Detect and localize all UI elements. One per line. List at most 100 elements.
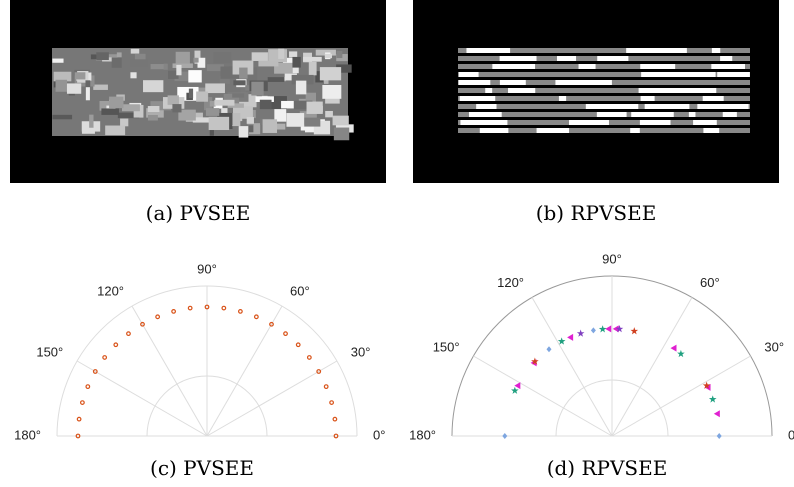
point <box>172 310 176 314</box>
grid-spoke <box>612 356 751 436</box>
image-stripe <box>469 112 502 117</box>
image-block <box>322 85 341 99</box>
theta-tick-label: 0° <box>788 427 794 442</box>
image-block <box>258 61 278 67</box>
image-stripe <box>703 128 719 133</box>
image-block <box>67 83 81 93</box>
image-block <box>143 80 163 92</box>
image-stripe <box>712 48 720 53</box>
image-block <box>176 65 181 75</box>
theta-tick-label: 120° <box>97 284 124 299</box>
image-stripe <box>480 128 509 133</box>
image-block <box>260 100 272 109</box>
image-block <box>131 49 139 54</box>
image-stripe <box>590 80 611 85</box>
image-stripe <box>630 128 640 133</box>
image-block <box>168 95 179 105</box>
point <box>188 306 192 310</box>
point <box>127 332 131 336</box>
image-stripe <box>498 64 520 69</box>
image-stripe <box>500 56 526 61</box>
image-stripe <box>713 104 748 109</box>
image-block <box>122 104 140 111</box>
image-stripe <box>557 56 576 61</box>
image-block <box>325 54 332 58</box>
point <box>717 433 722 439</box>
image-b-content <box>458 48 750 133</box>
theta-tick-label: 30° <box>764 339 784 354</box>
theta-tick-label: 180° <box>409 427 436 442</box>
image-block <box>105 126 125 136</box>
point <box>296 343 300 347</box>
image-block <box>245 85 249 90</box>
image-block <box>197 58 205 68</box>
theta-tick-label: 150° <box>433 339 460 354</box>
point <box>330 401 334 405</box>
grid-spoke <box>532 297 612 436</box>
image-stripe <box>481 48 491 53</box>
image-stripe <box>459 72 479 77</box>
image-block <box>196 91 208 101</box>
point <box>324 385 328 389</box>
image-block <box>89 115 93 128</box>
grid-spoke <box>473 356 612 436</box>
image-stripe <box>597 112 627 117</box>
image-block <box>206 108 219 116</box>
image-block <box>286 113 304 127</box>
image-block <box>239 126 249 137</box>
point <box>308 356 312 360</box>
point <box>114 343 118 347</box>
image-block <box>232 93 244 97</box>
image-block <box>239 68 247 79</box>
image-block <box>130 72 136 78</box>
image-block <box>232 113 240 126</box>
theta-tick-label: 0° <box>373 427 385 442</box>
image-block <box>320 67 341 80</box>
point <box>77 417 81 421</box>
image-block <box>52 59 63 63</box>
point <box>284 332 288 336</box>
image-block <box>303 57 322 62</box>
point <box>103 356 107 360</box>
image-stripe <box>586 104 613 109</box>
image-stripe <box>639 88 675 93</box>
point <box>677 350 685 357</box>
theta-tick-label: 30° <box>351 344 371 359</box>
chart-title: (d) RPVSEE <box>547 456 668 480</box>
theta-tick-label: 90° <box>602 251 622 266</box>
point <box>86 385 90 389</box>
image-block <box>333 116 349 126</box>
image-block <box>176 52 190 64</box>
image-stripe <box>703 96 724 101</box>
point <box>81 401 85 405</box>
point <box>333 417 337 421</box>
caption: (b) RPVSEE <box>536 201 657 225</box>
point <box>670 345 676 352</box>
chart-title: (c) PVSEE <box>150 456 254 480</box>
image-block <box>233 80 245 85</box>
image-stripe <box>476 104 496 109</box>
point <box>511 387 519 394</box>
point <box>591 327 596 333</box>
image-block <box>289 51 297 57</box>
point <box>546 346 551 352</box>
image-block <box>96 52 109 60</box>
image-block <box>193 58 198 63</box>
point <box>156 315 160 319</box>
theta-tick-label: 120° <box>497 275 524 290</box>
image-stripe <box>654 112 674 117</box>
image-block <box>337 51 343 58</box>
grid-spoke <box>612 297 692 436</box>
image-stripe <box>657 72 696 77</box>
image-stripe <box>559 96 566 101</box>
image-block <box>307 102 323 114</box>
image-block <box>205 83 225 93</box>
image-stripe <box>683 88 704 93</box>
image-block <box>304 118 320 127</box>
image-block <box>325 111 333 117</box>
image-block <box>148 115 158 121</box>
image-block <box>109 97 123 109</box>
theta-tick-label: 60° <box>700 275 720 290</box>
image-block <box>268 77 285 82</box>
point <box>599 325 607 332</box>
